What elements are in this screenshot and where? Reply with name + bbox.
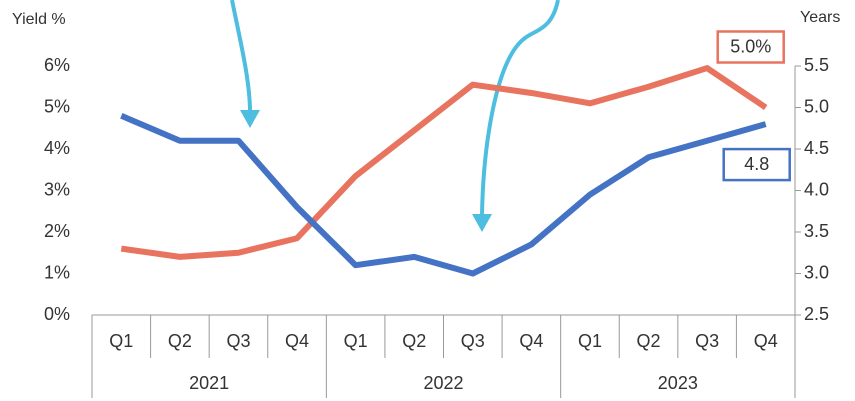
- y-tick-label: 1%: [44, 262, 70, 282]
- x-group-label: 2021: [189, 373, 229, 393]
- x-tick-label: Q4: [519, 331, 543, 351]
- x-tick-label: Q3: [695, 331, 719, 351]
- annotation-arrow: [230, 0, 252, 113]
- y-tick-label: 3%: [44, 179, 70, 199]
- x-tick-label: Q2: [402, 331, 426, 351]
- y-tick-label: 2%: [44, 221, 70, 241]
- y2-tick-label: 4.0: [804, 179, 829, 199]
- arrow-head: [240, 110, 260, 128]
- value-label-box: [722, 147, 791, 182]
- y2-tick-label: 5.0: [804, 96, 829, 116]
- y2-tick-label: 2.5: [804, 304, 829, 324]
- x-tick-label: Q3: [461, 331, 485, 351]
- series-line: [120, 113, 767, 277]
- y-axis-title: Yield %: [12, 11, 66, 28]
- value-label: 5.0%: [730, 36, 771, 56]
- y2-axis-title: Years: [800, 9, 840, 26]
- x-tick-label: Q4: [285, 331, 309, 351]
- y2-tick-label: 3.0: [804, 262, 829, 282]
- x-tick-label: Q2: [168, 331, 192, 351]
- y2-tick-label: 4.5: [804, 138, 829, 158]
- x-tick-label: Q4: [754, 331, 778, 351]
- x-tick-label: Q1: [109, 331, 133, 351]
- y2-tick-label: 5.5: [804, 55, 829, 75]
- value-label: 4.8: [744, 154, 769, 174]
- x-group-label: 2023: [658, 373, 698, 393]
- y-tick-label: 0%: [44, 304, 70, 324]
- x-tick-label: Q2: [637, 331, 661, 351]
- x-tick-label: Q3: [226, 331, 250, 351]
- annotation-arrow: [480, 0, 560, 217]
- x-tick-label: Q1: [344, 331, 368, 351]
- y-tick-label: 6%: [44, 55, 70, 75]
- y-tick-label: 4%: [44, 138, 70, 158]
- y2-tick-label: 3.5: [804, 221, 829, 241]
- y-tick-label: 5%: [44, 96, 70, 116]
- series-line: [120, 65, 768, 260]
- value-label-box: [716, 30, 785, 64]
- arrow-head: [472, 214, 492, 232]
- x-group-label: 2022: [423, 373, 463, 393]
- x-tick-label: Q1: [578, 331, 602, 351]
